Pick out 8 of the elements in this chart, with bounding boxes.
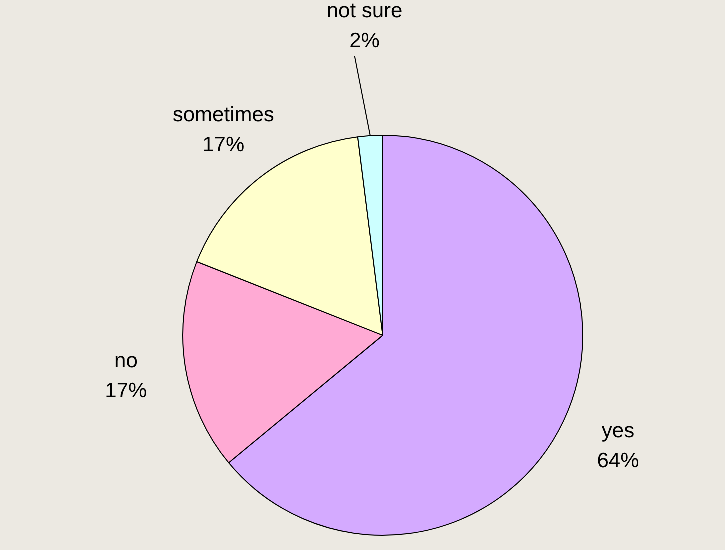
data-label: 17% xyxy=(202,134,245,157)
slice-label: not sure xyxy=(326,0,403,23)
slice-label: yes xyxy=(602,420,635,443)
data-label: 2% xyxy=(350,30,380,53)
data-label: 64% xyxy=(597,450,640,473)
slice-label: no xyxy=(114,350,138,373)
slice-label: sometimes xyxy=(172,104,274,127)
data-label: 17% xyxy=(105,380,148,403)
